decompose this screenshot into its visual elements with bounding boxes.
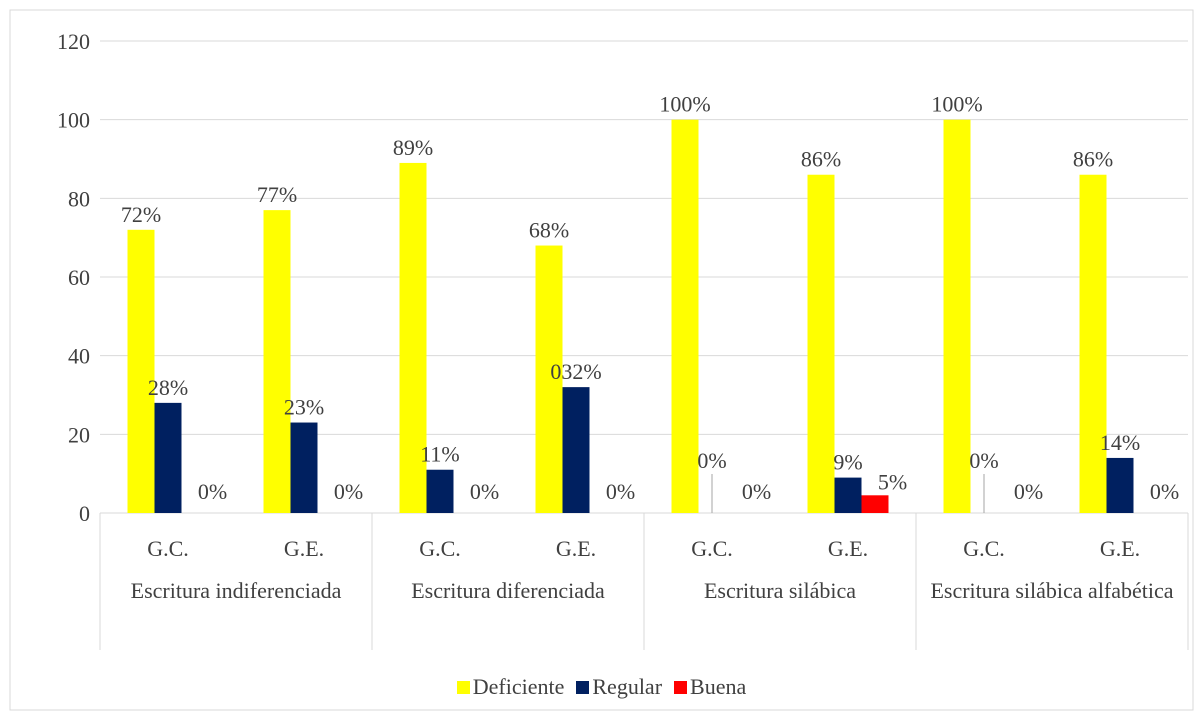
group-label: Escritura silábica alfabética xyxy=(930,578,1174,603)
data-label: 77% xyxy=(257,182,297,207)
data-label: 86% xyxy=(801,147,841,172)
data-label: 14% xyxy=(1100,430,1140,455)
bar xyxy=(861,495,889,513)
y-tick-label: 20 xyxy=(68,422,90,447)
legend: Deficiente Regular Buena xyxy=(0,674,1203,700)
data-label: 28% xyxy=(148,375,188,400)
data-label: 0% xyxy=(334,479,363,504)
data-label: 0% xyxy=(969,448,998,473)
data-label: 89% xyxy=(393,135,433,160)
legend-swatch xyxy=(456,681,470,694)
y-tick-label: 80 xyxy=(68,186,90,211)
legend-item: Deficiente xyxy=(456,674,565,700)
x-tick-label: G.E. xyxy=(284,536,324,561)
data-label: 68% xyxy=(529,218,569,243)
x-tick-label: G.C. xyxy=(963,536,1005,561)
data-label: 100% xyxy=(931,92,982,117)
data-label: 9% xyxy=(833,450,862,475)
legend-item: Buena xyxy=(674,674,746,700)
data-label: 0% xyxy=(1014,479,1043,504)
x-tick-label: G.C. xyxy=(691,536,733,561)
data-label: 0% xyxy=(697,448,726,473)
data-label: 0% xyxy=(742,479,771,504)
y-tick-label: 60 xyxy=(68,265,90,290)
bar xyxy=(562,387,590,513)
bar xyxy=(1106,457,1134,513)
group-label: Escritura diferenciada xyxy=(411,578,605,603)
legend-label: Regular xyxy=(592,674,663,699)
data-label: 11% xyxy=(420,442,460,467)
data-label: 0% xyxy=(1150,479,1179,504)
data-label: 032% xyxy=(550,359,601,384)
legend-label: Buena xyxy=(690,674,747,699)
bar xyxy=(426,469,454,513)
data-label: 0% xyxy=(198,479,227,504)
bar xyxy=(535,245,563,514)
legend-label: Deficiente xyxy=(472,674,565,699)
x-tick-label: G.E. xyxy=(828,536,868,561)
data-label: 0% xyxy=(606,479,635,504)
y-tick-label: 120 xyxy=(57,29,90,54)
x-tick-label: G.E. xyxy=(1100,536,1140,561)
bar xyxy=(127,229,155,514)
bar xyxy=(943,119,971,514)
bar xyxy=(1079,174,1107,513)
chart-border xyxy=(9,9,1194,711)
x-tick-label: G.C. xyxy=(147,536,189,561)
legend-swatch xyxy=(576,681,590,694)
data-label: 23% xyxy=(284,395,324,420)
data-label: 86% xyxy=(1073,147,1113,172)
bar xyxy=(399,162,427,513)
bar xyxy=(263,210,291,513)
bar xyxy=(290,422,318,513)
group-label: Escritura indiferenciada xyxy=(130,578,342,603)
legend-swatch xyxy=(674,681,688,694)
x-tick-label: G.C. xyxy=(419,536,461,561)
y-tick-label: 0 xyxy=(79,501,90,526)
bar xyxy=(807,174,835,513)
group-label: Escritura silábica xyxy=(703,578,857,603)
bar xyxy=(671,119,699,514)
data-label: 0% xyxy=(470,479,499,504)
y-tick-label: 40 xyxy=(68,344,90,369)
y-tick-label: 100 xyxy=(57,108,90,133)
legend-item: Regular xyxy=(576,674,662,700)
bar xyxy=(154,402,182,513)
data-label: 5% xyxy=(878,469,907,494)
data-label: 72% xyxy=(121,202,161,227)
x-tick-label: G.E. xyxy=(556,536,596,561)
bar xyxy=(834,477,862,513)
data-label: 100% xyxy=(659,92,710,117)
